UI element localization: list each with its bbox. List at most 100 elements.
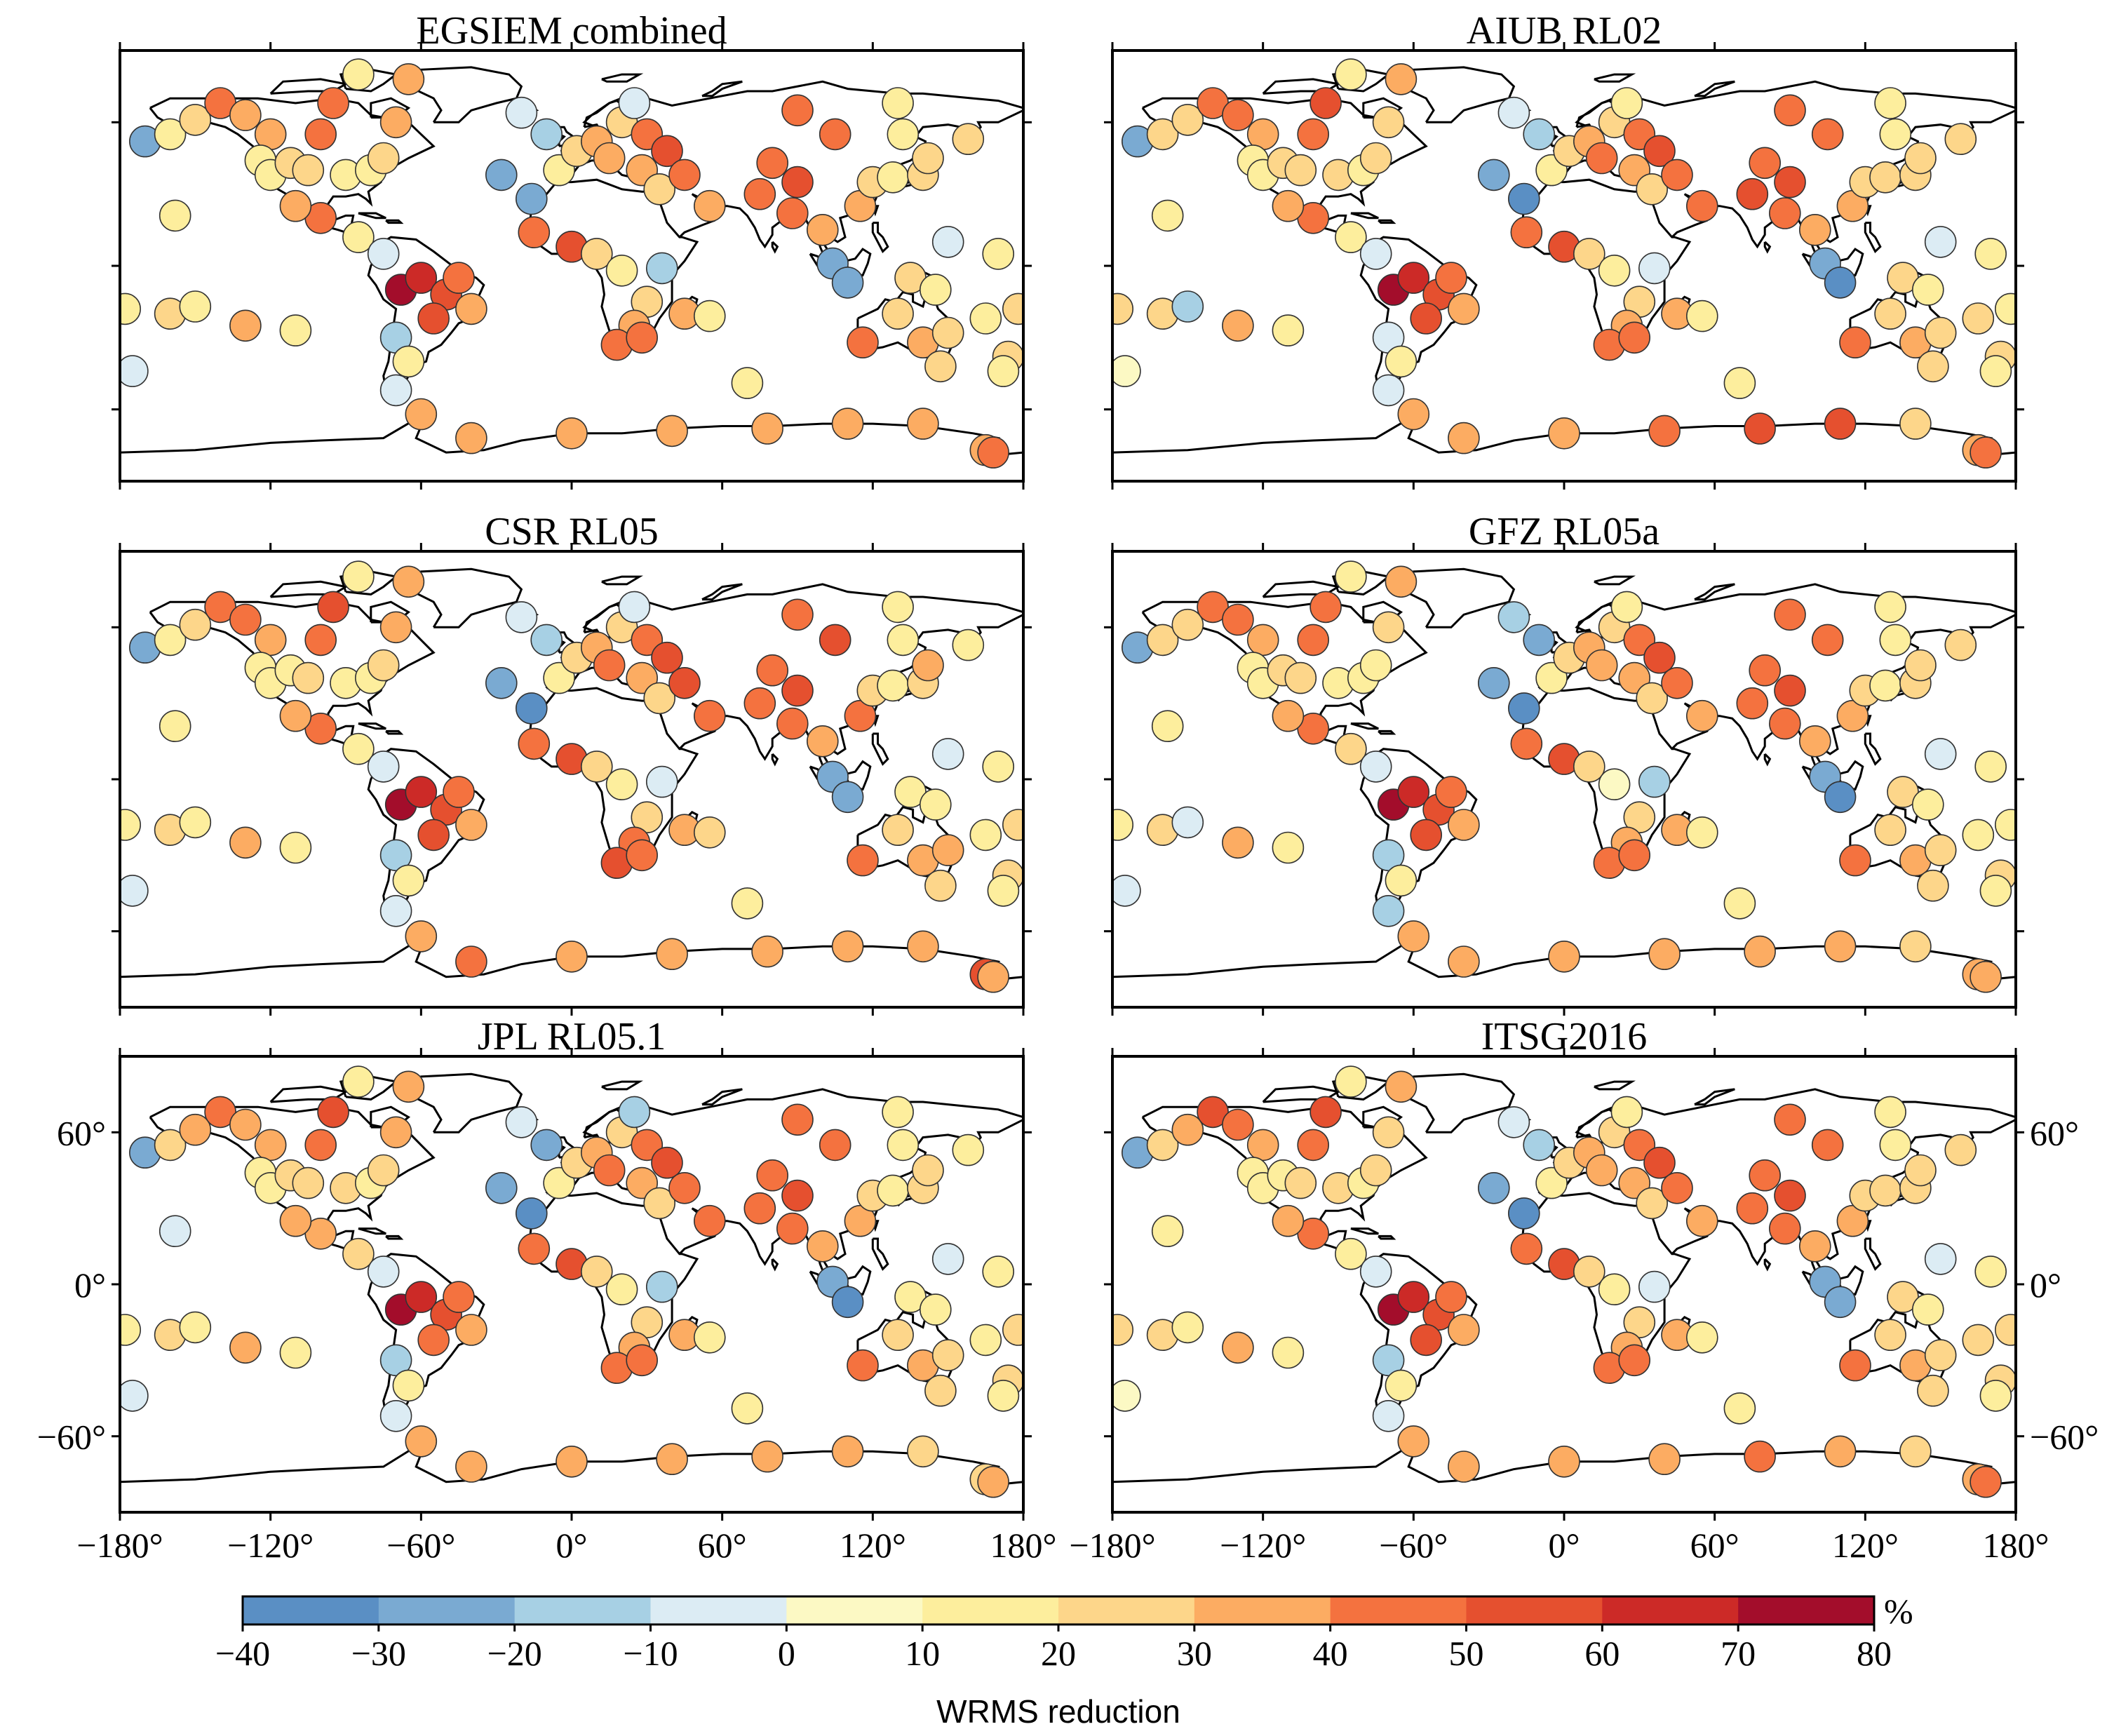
station-marker: [1146, 118, 1179, 151]
station-marker: [1310, 591, 1342, 624]
station-marker: [693, 189, 726, 222]
station-marker: [693, 1204, 726, 1237]
station-marker: [1146, 624, 1179, 657]
station-marker: [643, 1187, 676, 1220]
station-marker: [1478, 159, 1510, 191]
station-marker: [1246, 1129, 1279, 1162]
station-marker: [781, 1103, 814, 1136]
coastline: [601, 73, 644, 83]
colorbar-tick-label: −20: [487, 1634, 542, 1673]
station-marker: [1310, 1096, 1342, 1129]
station-marker: [1297, 118, 1329, 151]
station-marker: [1924, 226, 1957, 258]
station-marker: [1585, 1154, 1618, 1187]
station-marker: [455, 809, 487, 841]
station-marker: [1585, 649, 1618, 682]
station-marker: [1151, 1215, 1184, 1247]
station-marker: [120, 1314, 141, 1346]
station-marker: [304, 118, 337, 151]
station-marker: [643, 682, 676, 715]
station-marker: [969, 302, 1002, 335]
coastline: [1378, 729, 1396, 735]
station-marker: [781, 674, 814, 707]
station-marker: [342, 221, 375, 253]
panel-title: AIUB RL02: [1467, 9, 1662, 53]
station-marker: [668, 666, 701, 699]
station-marker: [643, 173, 676, 206]
station-marker: [1899, 1435, 1932, 1468]
station-marker: [279, 1336, 312, 1369]
coastline: [269, 580, 349, 598]
station-marker: [159, 1215, 191, 1247]
station-marker: [1874, 1096, 1906, 1129]
station-marker: [1799, 213, 1831, 246]
station-marker: [1995, 292, 2016, 325]
coastline: [385, 1234, 404, 1240]
coastline: [527, 666, 699, 867]
station-marker: [279, 314, 312, 346]
coastline: [871, 732, 889, 766]
station-marker: [530, 118, 563, 151]
station-marker: [392, 345, 425, 378]
station-marker: [279, 831, 312, 864]
x-tick-label: 60°: [698, 1526, 747, 1565]
station-marker: [1610, 87, 1643, 119]
coastline: [1864, 222, 1882, 253]
coastline: [1520, 666, 1692, 867]
station-marker: [1744, 935, 1776, 968]
station-marker: [1769, 707, 1801, 740]
station-marker: [651, 641, 683, 674]
station-marker: [882, 1319, 914, 1351]
station-marker: [887, 1129, 920, 1162]
station-marker: [1636, 1187, 1668, 1220]
colorbar-segment: [1058, 1596, 1195, 1624]
coastline: [1864, 732, 1882, 766]
station-marker: [279, 189, 312, 222]
station-marker: [1510, 216, 1543, 249]
station-marker: [179, 1113, 212, 1146]
station-marker: [1799, 725, 1831, 758]
station-marker: [1924, 738, 1957, 770]
station-marker: [1686, 1321, 1718, 1354]
station-marker: [656, 415, 688, 448]
station-marker: [781, 166, 814, 199]
station-marker: [1335, 560, 1367, 593]
station-marker: [912, 142, 944, 175]
station-marker: [668, 159, 701, 191]
station-marker: [1924, 1243, 1957, 1275]
station-marker: [1497, 1106, 1530, 1138]
station-marker: [367, 751, 400, 783]
station-marker: [1002, 809, 1023, 841]
station-marker: [120, 875, 149, 907]
station-marker: [1510, 1232, 1543, 1265]
coastline: [1763, 241, 1772, 254]
station-marker: [1638, 252, 1671, 285]
station-marker: [1874, 87, 1906, 119]
station-marker: [1508, 1197, 1540, 1230]
coastline: [358, 1227, 386, 1235]
station-marker: [618, 1096, 651, 1129]
station-marker: [1359, 751, 1392, 783]
coastline: [701, 80, 743, 97]
station-marker: [1995, 1314, 2016, 1346]
station-marker: [1284, 154, 1317, 187]
station-marker: [405, 398, 438, 431]
station-marker: [1335, 1237, 1367, 1270]
panel-csr-rl05: CSR RL05: [112, 510, 1032, 1016]
station-marker: [1359, 1256, 1392, 1288]
station-marker: [485, 666, 518, 699]
station-marker: [1272, 699, 1305, 732]
station-marker: [1824, 1286, 1857, 1319]
colorbar-tick-label: 30: [1177, 1634, 1212, 1673]
station-marker: [756, 1159, 788, 1192]
station-marker: [317, 591, 349, 624]
x-tick-label: 120°: [1832, 1526, 1899, 1565]
station-marker: [952, 123, 985, 155]
colorbar-tick-label: 50: [1449, 1634, 1484, 1673]
station-marker: [317, 1096, 349, 1129]
station-marker: [618, 87, 651, 119]
station-marker: [304, 624, 337, 657]
station-marker: [931, 738, 964, 770]
panel-aiub-rl02: AIUB RL02: [1104, 9, 2024, 490]
